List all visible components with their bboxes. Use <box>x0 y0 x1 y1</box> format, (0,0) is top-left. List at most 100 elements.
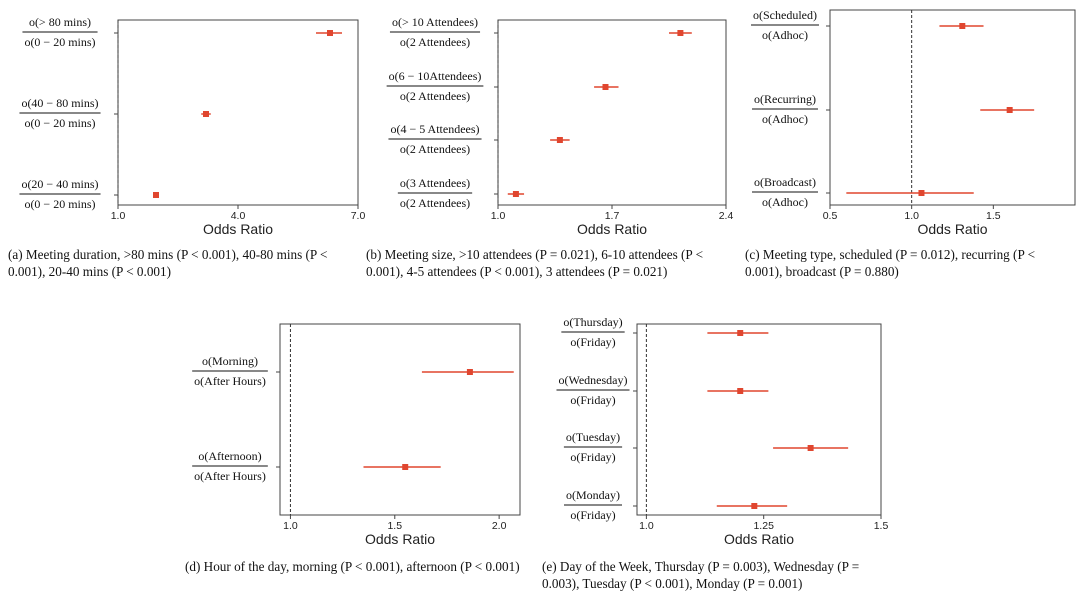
x-axis-title: Odds Ratio <box>365 531 435 547</box>
caption-c: (c) Meeting type, scheduled (P = 0.012),… <box>745 247 1036 279</box>
row-label-denominator: o(Friday) <box>570 508 615 522</box>
point-estimate <box>327 30 333 36</box>
row-label-numerator: o(Broadcast) <box>754 175 816 189</box>
row-group: o(Morning) o(After Hours) <box>192 354 514 388</box>
x-tick-label: 2.4 <box>719 210 734 222</box>
x-tick-label: 1.5 <box>387 520 402 532</box>
row-label-numerator: o(20 − 40 mins) <box>21 177 98 191</box>
row-label-numerator: o(3 Attendees) <box>400 176 470 190</box>
x-tick-label: 1.0 <box>639 520 654 532</box>
row-label-denominator: o(After Hours) <box>194 374 266 388</box>
point-estimate <box>153 192 159 198</box>
x-axis-title: Odds Ratio <box>917 221 987 237</box>
x-axis-title: Odds Ratio <box>203 221 273 237</box>
point-estimate <box>203 111 209 117</box>
row-group: o(Wednesday) o(Friday) <box>556 373 769 407</box>
point-estimate <box>807 445 814 451</box>
point-estimate <box>556 137 563 143</box>
row-label-denominator: o(Friday) <box>570 335 615 349</box>
x-tick-label: 4.0 <box>231 210 246 222</box>
caption-e: (e) Day of the Week, Thursday (P = 0.003… <box>542 559 860 591</box>
row-group: o(40 − 80 mins) o(0 − 20 mins) <box>19 96 211 130</box>
point-estimate <box>602 84 609 90</box>
row-label-denominator: o(2 Attendees) <box>400 196 470 210</box>
row-label-numerator: o(Wednesday) <box>558 373 627 387</box>
chart-e-svg: 1.0 1.25 1.5 Odds Ratio o(Thursday) o(Friday)… <box>556 315 889 547</box>
caption-b: (b) Meeting size, >10 attendees (P = 0.0… <box>366 247 704 279</box>
point-estimate <box>512 191 519 197</box>
x-tick-label: 7.0 <box>351 210 366 222</box>
row-label-numerator: o(Morning) <box>202 354 258 368</box>
row-label-denominator: o(Adhoc) <box>762 28 808 42</box>
row-label-denominator: o(Friday) <box>570 450 615 464</box>
point-estimate <box>918 190 925 196</box>
row-group: o(Monday) o(Friday) <box>564 488 788 522</box>
chart-panel-b: 1.0 1.7 2.4 Odds Ratio o(> 10 Attendees) o(2 … <box>364 0 739 300</box>
row-label-denominator: o(2 Attendees) <box>400 89 470 103</box>
row-label-numerator: o(4 − 5 Attendees) <box>390 122 479 136</box>
x-axis-title: Odds Ratio <box>577 221 647 237</box>
chart-panel-a: 1.0 4.0 7.0 Odds Ratio o(> 80 mins) o(0 − 20 … <box>0 0 370 300</box>
row-label-denominator: o(0 − 20 mins) <box>24 197 95 211</box>
x-tick-label: 1.0 <box>491 210 506 222</box>
plot-frame <box>829 9 1076 206</box>
x-axis-title: Odds Ratio <box>724 531 794 547</box>
row-label-denominator: o(2 Attendees) <box>400 142 470 156</box>
point-estimate <box>751 503 758 509</box>
point-estimate <box>737 388 744 394</box>
chart-panel-d: 1.0 1.5 2.0 Odds Ratio o(Morning) o(After Hou… <box>170 300 540 600</box>
row-group: o(Afternoon) o(After Hours) <box>192 449 441 483</box>
chart-a-svg: 1.0 4.0 7.0 Odds Ratio o(> 80 mins) o(0 − 20 … <box>19 15 366 237</box>
row-group: o(4 − 5 Attendees) o(2 Attendees) <box>388 122 570 156</box>
row-group: o(Recurring) o(Adhoc) <box>752 92 1035 126</box>
row-label-denominator: o(Adhoc) <box>762 195 808 209</box>
row-group: o(Tuesday) o(Friday) <box>563 430 849 464</box>
chart-panel-e: 1.0 1.25 1.5 Odds Ratio o(Thursday) o(Friday)… <box>540 300 920 600</box>
chart-panel-c: 0.5 1.0 1.5 Odds Ratio o(Scheduled) o(Adhoc) o… <box>744 0 1080 300</box>
plot-frame <box>279 323 521 516</box>
row-label-denominator: o(Adhoc) <box>762 112 808 126</box>
row-label-numerator: o(40 − 80 mins) <box>21 96 98 110</box>
point-estimate <box>677 30 684 36</box>
row-group: o(> 80 mins) o(0 − 20 mins) <box>22 15 342 49</box>
row-group: o(20 − 40 mins) o(0 − 20 mins) <box>19 177 159 211</box>
row-label-denominator: o(2 Attendees) <box>400 35 470 49</box>
point-estimate <box>402 464 409 470</box>
x-tick-label: 1.25 <box>753 520 774 532</box>
row-group: o(Scheduled) o(Adhoc) <box>751 8 984 42</box>
x-tick-label: 1.7 <box>605 210 620 222</box>
chart-d-svg: 1.0 1.5 2.0 Odds Ratio o(Morning) o(After Hou… <box>192 323 521 547</box>
row-label-numerator: o(Tuesday) <box>566 430 620 444</box>
row-label-denominator: o(0 − 20 mins) <box>24 116 95 130</box>
row-label-denominator: o(After Hours) <box>194 469 266 483</box>
row-label-numerator: o(Scheduled) <box>753 8 817 22</box>
caption-a: (a) Meeting duration, >80 mins (P < 0.00… <box>8 247 328 279</box>
row-label-numerator: o(Recurring) <box>754 92 816 106</box>
row-label-numerator: o(Afternoon) <box>198 449 261 463</box>
row-group: o(Thursday) o(Friday) <box>561 315 769 349</box>
point-estimate <box>1006 107 1013 113</box>
point-estimate <box>466 369 473 375</box>
x-tick-label: 2.0 <box>492 520 507 532</box>
plot-frame <box>117 19 359 206</box>
row-group: o(6 − 10Attendees) o(2 Attendees) <box>386 69 619 103</box>
x-tick-label: 1.5 <box>986 210 1001 222</box>
row-group: o(Broadcast) o(Adhoc) <box>752 175 974 209</box>
row-group: o(> 10 Attendees) o(2 Attendees) <box>389 15 692 49</box>
row-label-numerator: o(Monday) <box>566 488 620 502</box>
row-label-numerator: o(> 80 mins) <box>29 15 91 29</box>
row-group: o(3 Attendees) o(2 Attendees) <box>397 176 525 210</box>
row-label-denominator: o(Friday) <box>570 393 615 407</box>
x-tick-label: 0.5 <box>823 210 838 222</box>
row-label-numerator: o(6 − 10Attendees) <box>389 69 482 83</box>
plot-frame <box>636 323 882 516</box>
x-tick-label: 1.0 <box>904 210 919 222</box>
x-tick-label: 1.0 <box>283 520 298 532</box>
x-tick-label: 1.5 <box>874 520 889 532</box>
point-estimate <box>737 330 744 336</box>
point-estimate <box>959 23 966 29</box>
caption-d: (d) Hour of the day, morning (P < 0.001)… <box>185 559 520 574</box>
row-label-denominator: o(0 − 20 mins) <box>24 35 95 49</box>
row-label-numerator: o(Thursday) <box>563 315 622 329</box>
